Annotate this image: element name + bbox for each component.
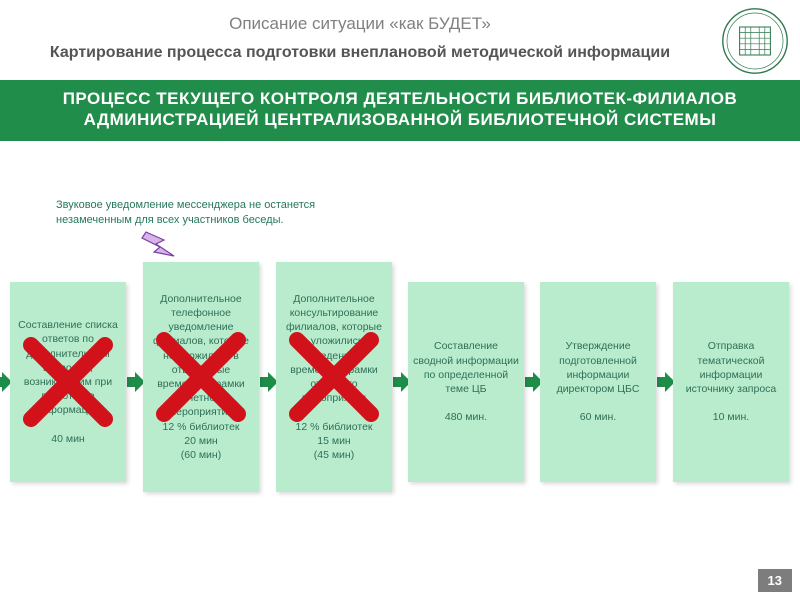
process-step-text: Составление сводной информации по опреде… [413, 339, 519, 424]
process-step-text: Утверждение подготовленной информации ди… [545, 339, 651, 424]
process-step-box: Дополнительное консультирование филиалов… [276, 262, 392, 492]
page-supertitle: Описание ситуации «как БУДЕТ» [20, 14, 700, 34]
process-step-text: Отправка тематической информации источни… [678, 339, 784, 424]
process-step-box: Составление сводной информации по опреде… [408, 282, 524, 482]
process-step-text: Дополнительное консультирование филиалов… [281, 292, 387, 462]
process-step-box: Утверждение подготовленной информации ди… [540, 282, 656, 482]
process-step-box: Составление списка ответов по дополнител… [10, 282, 126, 482]
process-step-box: Дополнительное телефонное уведомление фи… [143, 262, 259, 492]
library-logo-icon [720, 6, 790, 76]
page-title: Картирование процесса подготовки внеплан… [20, 44, 700, 62]
page-number: 13 [758, 569, 792, 592]
process-step-text: Составление списка ответов по дополнител… [15, 318, 121, 446]
process-flow: Составление списка ответов по дополнител… [0, 262, 800, 502]
banner-title: ПРОЦЕСС ТЕКУЩЕГО КОНТРОЛЯ ДЕЯТЕЛЬНОСТИ Б… [0, 80, 800, 141]
header: Описание ситуации «как БУДЕТ» Картирован… [0, 0, 800, 80]
process-step-box: Отправка тематической информации источни… [673, 282, 789, 482]
process-step-text: Дополнительное телефонное уведомление фи… [148, 292, 254, 462]
callout-note: Звуковое уведомление мессенджера не оста… [56, 198, 386, 228]
